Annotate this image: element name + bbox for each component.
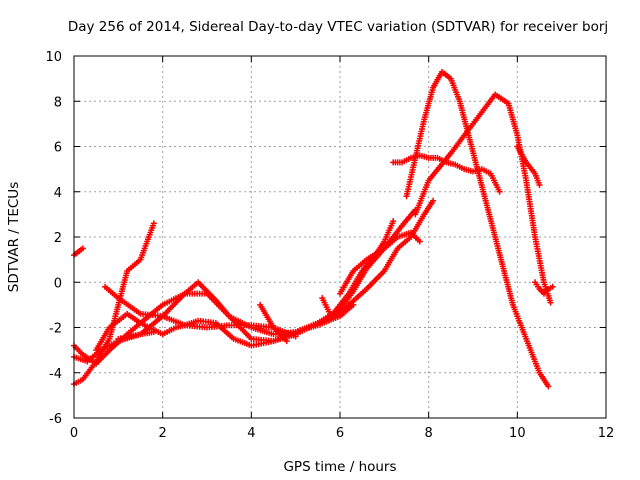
y-tick-label: 6 [54, 141, 62, 156]
plot-frame [73, 55, 607, 419]
series-track-6 [102, 283, 299, 340]
y-tick-label: 4 [54, 186, 62, 201]
y-tick-label: 10 [45, 50, 62, 65]
series-track-2 [71, 220, 157, 388]
y-tick-label: -2 [49, 322, 62, 337]
data-point [79, 245, 86, 252]
grid [74, 56, 606, 418]
data-point [496, 188, 503, 195]
data-point [283, 338, 290, 345]
x-tick-labels: 0 2 4 6 8 10 12 [70, 426, 614, 441]
data-point [416, 238, 423, 245]
x-tick-label: 12 [598, 426, 615, 441]
data-point [547, 299, 554, 306]
series-track-1 [71, 245, 86, 259]
series-track-4 [71, 197, 437, 365]
data-series [71, 68, 556, 390]
series-track-14 [514, 143, 543, 188]
x-tick-label: 0 [70, 426, 78, 441]
series-track-13 [412, 91, 554, 306]
data-point [292, 333, 299, 340]
y-tick-label: 2 [54, 231, 62, 246]
y-tick-label: 8 [54, 95, 62, 110]
data-point [350, 301, 357, 308]
y-tick-label: -6 [49, 412, 62, 427]
series-track-7 [115, 329, 157, 342]
x-tick-label: 4 [247, 426, 255, 441]
data-point [150, 220, 157, 227]
data-point [150, 329, 157, 336]
data-point [549, 283, 556, 290]
series-track-15 [532, 279, 556, 297]
data-point [430, 197, 437, 204]
x-tick-label: 2 [159, 426, 167, 441]
series-track-9 [319, 218, 397, 320]
series-track-5 [93, 301, 357, 354]
series-track-8 [257, 301, 290, 345]
data-point [390, 218, 397, 225]
series-track-10 [337, 229, 423, 297]
x-tick-label: 10 [509, 426, 526, 441]
y-axis-label: SDTVAR / TECUs [6, 182, 22, 292]
chart-title: Day 256 of 2014, Sidereal Day-to-day VTE… [68, 19, 608, 35]
x-tick-label: 6 [336, 426, 344, 441]
x-tick-label: 8 [425, 426, 433, 441]
series-track-12 [403, 68, 552, 390]
data-point [536, 181, 543, 188]
y-tick-labels: -6 -4 -2 0 2 4 6 8 10 [45, 50, 62, 427]
y-tick-label: 0 [54, 276, 62, 291]
x-axis-label: GPS time / hours [283, 459, 396, 475]
data-point [545, 383, 552, 390]
y-tick-label: -4 [49, 367, 62, 382]
